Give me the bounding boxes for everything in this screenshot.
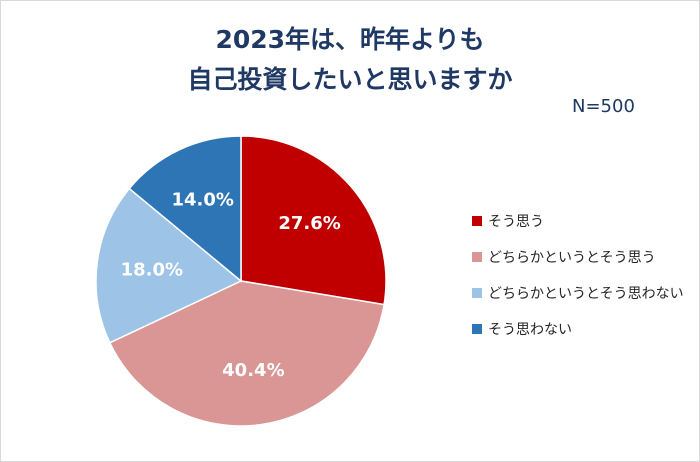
chart-title: 2023年は、昨年よりも 自己投資したいと思いますか	[0, 20, 700, 100]
legend-label: どちらかというとそう思わない	[488, 286, 684, 302]
data-label-disagree: 14.0%	[171, 190, 233, 211]
legend-item-somewhat-agree: どちらかというとそう思う	[472, 239, 684, 275]
legend-swatch	[472, 288, 482, 298]
legend-swatch	[472, 324, 482, 334]
pie-slice-agree	[240, 135, 387, 306]
data-label-agree: 27.6%	[278, 213, 340, 234]
legend-swatch	[472, 252, 482, 262]
pie-slice-somewhat-disagree	[95, 187, 243, 344]
legend-label: そう思わない	[488, 322, 572, 338]
data-label-somewhat-agree: 40.4%	[222, 360, 284, 381]
legend-item-somewhat-disagree: どちらかというとそう思わない	[472, 275, 684, 311]
title-line-2: 自己投資したいと思いますか	[187, 65, 513, 94]
sample-size-label: N=500	[572, 96, 635, 117]
legend-item-agree: そう思う	[472, 203, 684, 239]
legend-label: どちらかというとそう思う	[488, 250, 656, 266]
pie-slice-disagree	[128, 135, 242, 283]
pie-slice-somewhat-agree	[108, 280, 385, 427]
title-line-1: 2023年は、昨年よりも	[215, 25, 485, 54]
legend-swatch	[472, 216, 482, 226]
data-label-somewhat-disagree: 18.0%	[121, 260, 183, 281]
legend-item-disagree: そう思わない	[472, 311, 684, 347]
chart-legend: そう思うどちらかというとそう思うどちらかというとそう思わない そう思わない	[472, 203, 684, 347]
legend-label: そう思う	[488, 214, 544, 230]
